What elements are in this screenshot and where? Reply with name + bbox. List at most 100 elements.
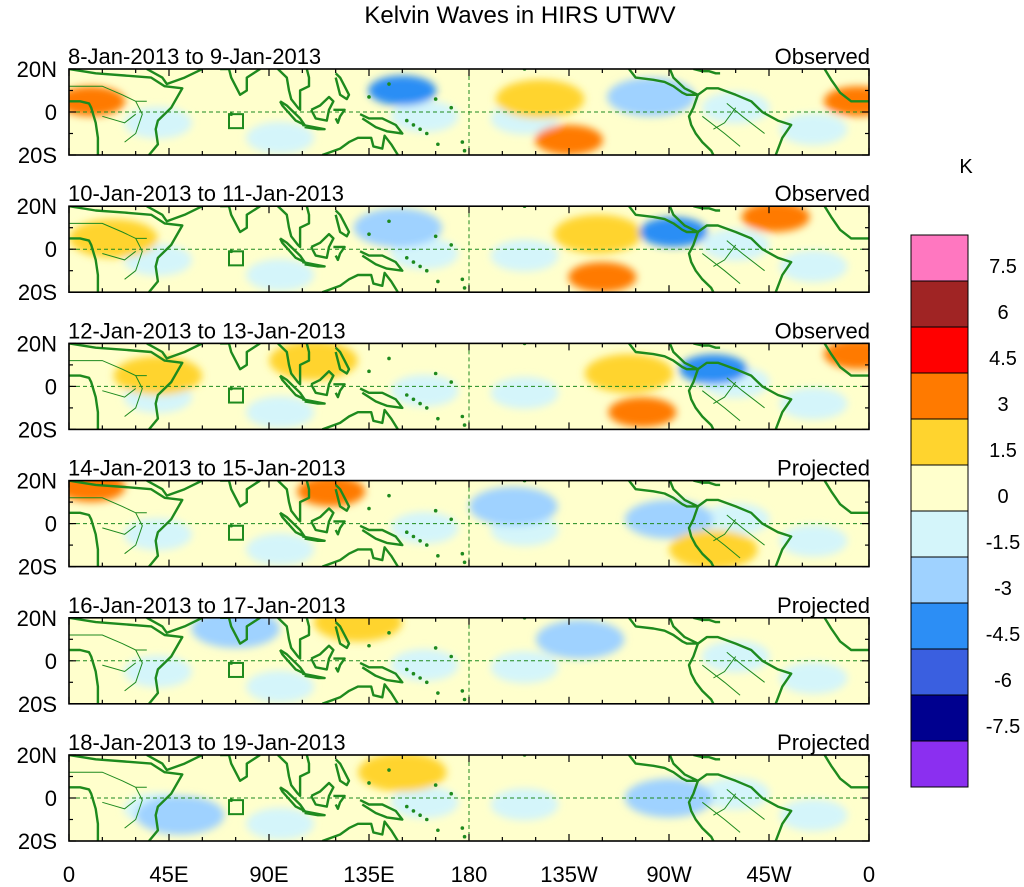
country-border [124,238,143,280]
lon-label: 180 [451,862,488,887]
coastline [359,524,404,547]
map-panel: 20N 0 20S 12-Jan-2013 to 13-Jan-2013 Observe… [17,318,870,442]
anomaly-blob [779,524,848,557]
coastline [146,480,203,497]
coastlines [69,755,869,841]
anomaly-blob [69,86,126,117]
island [436,416,440,421]
coastline [628,206,700,234]
island [462,697,467,702]
lat-label: 20S [18,280,57,305]
island [411,260,416,264]
lat-label: 0 [45,237,57,262]
country-border [102,525,137,535]
coastline [333,794,346,810]
contour-blobs [69,75,869,155]
island [387,493,391,498]
island [436,828,440,833]
anomaly-blob [246,670,315,703]
island [460,140,465,144]
island [433,508,438,513]
coastline [277,343,311,386]
panel-date-range: 18-Jan-2013 to 19-Jan-2013 [68,730,346,755]
lat-label: 0 [45,512,57,537]
lat-label: 0 [45,100,57,125]
coastline [693,617,721,624]
coastline [334,621,351,650]
borders [69,497,765,559]
anomaly-blob [135,795,225,835]
coastline [69,786,100,841]
island [387,82,391,86]
lon-label: 135W [540,862,598,887]
colorbar-label: 4.5 [989,348,1017,370]
island [418,539,422,543]
anomaly-field [69,480,869,567]
country-border [726,514,765,546]
coastline [823,755,869,789]
coastline [333,657,346,673]
coastline [823,206,869,240]
anomaly-blob [779,387,848,420]
coastline [359,387,404,410]
country-border [701,253,741,284]
lat-label: 20N [17,194,57,219]
island [387,768,391,772]
island [424,543,429,547]
coastline [333,108,346,124]
anomaly-blob [246,121,315,154]
island [462,148,467,153]
borders [69,634,765,696]
anomaly-blob [246,396,315,429]
coastline [697,498,793,567]
colorbar-swatch [910,602,969,650]
colorbar-units: K [959,156,973,178]
coastline [359,113,404,135]
coastline [69,511,100,567]
island [433,783,438,787]
island [424,268,429,273]
country-border [701,527,741,559]
panel-status: Projected [777,593,870,618]
coastline [321,271,399,293]
anomaly-blob [246,533,315,566]
anomaly-blob [390,649,459,682]
coastline [310,644,335,671]
anomaly-field [69,206,869,293]
coastline [220,755,261,782]
island [367,232,371,236]
anomaly-blob [823,86,869,117]
country-border [713,381,737,405]
panel-date-range: 12-Jan-2013 to 13-Jan-2013 [68,318,346,343]
island [460,277,465,282]
coastline [333,383,346,399]
coastline [628,480,700,508]
island [411,671,416,676]
coastline [687,780,715,841]
anomaly-blob [368,75,437,106]
island [411,123,416,127]
island [424,817,429,822]
colorbar-swatch [910,648,969,696]
coastline [69,343,184,430]
coastline [302,398,326,405]
island [449,380,454,384]
lon-label: 135E [343,862,394,887]
coastline [334,346,351,375]
island [367,506,371,511]
lat-label: 20S [18,555,57,580]
coastline [69,755,184,841]
island [404,804,409,809]
island [436,142,440,147]
country-border [124,787,143,829]
island [411,534,416,539]
coastline [277,755,311,798]
island [418,401,422,406]
colorbar-swatch [910,694,969,742]
panel-status: Projected [777,456,870,481]
coastline [823,343,869,377]
country-border [726,103,765,134]
island-outline [228,387,244,404]
coastline [146,343,203,360]
